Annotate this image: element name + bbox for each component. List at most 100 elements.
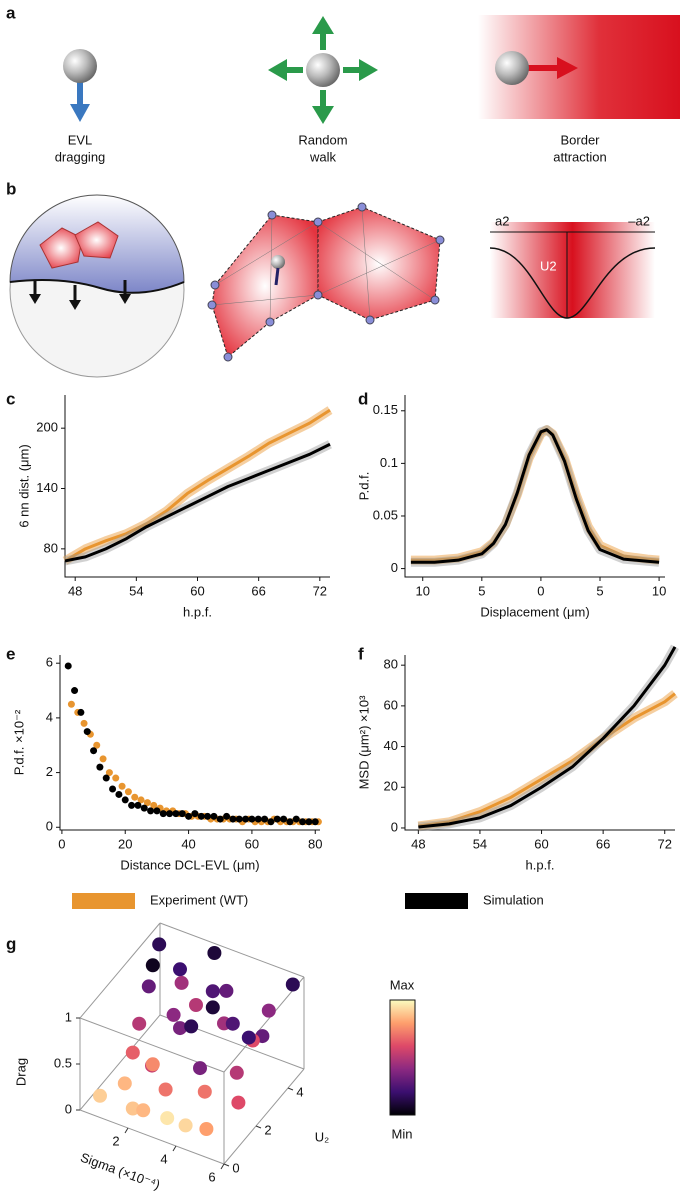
x-tick-label: 0 [537, 583, 544, 598]
point [99, 755, 107, 763]
point [96, 763, 104, 771]
point [248, 815, 256, 823]
cell [211, 214, 319, 358]
box-edge [159, 922, 305, 978]
legend-label: Experiment (WT) [150, 892, 248, 907]
point [199, 1122, 214, 1136]
point [137, 796, 145, 804]
sphere [306, 53, 340, 87]
axis [404, 655, 675, 831]
arrow-head [557, 57, 578, 79]
panel-label: b [6, 179, 16, 198]
point [205, 984, 220, 999]
point [225, 1016, 240, 1031]
point [231, 1095, 246, 1110]
colorbar [389, 999, 416, 1116]
x-axis-label: h.p.f. [183, 604, 212, 619]
point [102, 774, 110, 782]
arrow-head [70, 104, 90, 122]
x-tick-label: 5 [596, 583, 603, 598]
point [261, 1003, 276, 1018]
caption: Border [560, 132, 600, 147]
point [173, 1021, 187, 1036]
point [178, 810, 186, 818]
x-tick-label: 20 [118, 836, 132, 851]
point [204, 812, 212, 820]
line [410, 428, 660, 564]
point [207, 946, 222, 960]
point [105, 769, 113, 777]
line [64, 408, 331, 563]
y-tick-label: 0 [46, 819, 53, 834]
point [77, 708, 85, 716]
diagram-b: a2 –a2 U2 [9, 194, 656, 378]
z-tick-label: 0 [65, 1101, 72, 1116]
panel-label: c [6, 389, 15, 408]
point [197, 1084, 212, 1099]
point [242, 815, 250, 823]
point [285, 977, 300, 992]
z-axis-label: Drag [13, 1058, 28, 1086]
x-tick-label: 10 [652, 583, 666, 598]
point [153, 807, 161, 815]
point [205, 1000, 220, 1015]
y-tick-label: 2 [46, 764, 53, 779]
point [166, 810, 174, 818]
point [174, 975, 189, 990]
point [241, 1030, 256, 1045]
caption: dragging [55, 149, 106, 164]
point [189, 998, 203, 1012]
point [93, 741, 101, 749]
point [273, 815, 281, 823]
point [219, 983, 234, 998]
axis [64, 395, 330, 578]
legend-label: Simulation [483, 892, 544, 907]
legend: Experiment (WT) Simulation [72, 892, 544, 909]
z-tick-label: 0.5 [54, 1055, 72, 1070]
point [147, 807, 155, 815]
label: –a2 [628, 213, 650, 228]
tick [172, 1145, 177, 1152]
point [184, 1019, 199, 1034]
x-tick-label: 72 [313, 583, 327, 598]
cell [317, 206, 441, 321]
y-tick-label: 0.05 [373, 507, 398, 522]
point [140, 804, 148, 812]
point [125, 1045, 140, 1060]
caption: EVL [68, 132, 93, 147]
y-axis-label: P.d.f. [356, 472, 371, 501]
point [124, 788, 132, 796]
y-tick-label: 4 [296, 1084, 303, 1099]
point [90, 747, 98, 755]
x-tick-label: 2 [112, 1133, 119, 1148]
colorbar-max: Max [390, 977, 415, 992]
sphere [271, 255, 285, 269]
point [173, 962, 187, 977]
axis [59, 655, 320, 831]
point [128, 801, 136, 809]
x-tick-label: 60 [245, 836, 259, 851]
x-tick-label: 0 [58, 836, 65, 851]
axis [404, 395, 665, 578]
point [193, 1061, 207, 1076]
colorbar-min: Min [392, 1126, 413, 1141]
panel-label: g [6, 934, 16, 953]
point [191, 810, 199, 818]
point [136, 1103, 151, 1118]
point [159, 810, 167, 818]
point [145, 1057, 160, 1072]
line-band [417, 644, 679, 832]
point [80, 719, 88, 727]
legend-swatch [405, 893, 468, 909]
panel-label: d [358, 389, 368, 408]
tick [223, 1163, 230, 1167]
arrow [274, 267, 280, 286]
point [216, 815, 224, 823]
label: U2 [540, 258, 557, 273]
y-tick-label: 0.1 [380, 455, 398, 470]
point [131, 793, 139, 801]
x-tick-label: 60 [534, 836, 548, 851]
point [178, 1118, 193, 1133]
y-tick-label: 80 [384, 657, 398, 672]
